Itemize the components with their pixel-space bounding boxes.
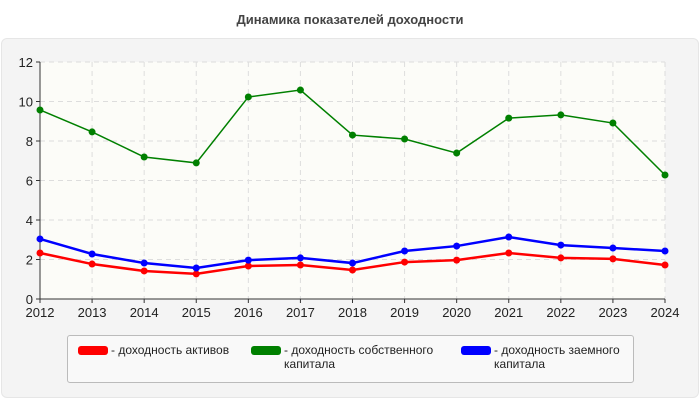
data-point	[349, 131, 356, 139]
y-tick-label: 8	[26, 134, 33, 149]
data-point	[88, 260, 96, 268]
data-point	[244, 262, 252, 270]
data-point	[453, 242, 461, 250]
legend-label: - доходность активов	[111, 343, 230, 357]
data-point	[244, 93, 252, 101]
data-point	[453, 256, 461, 264]
data-point	[557, 111, 565, 119]
y-tick-label: 10	[19, 95, 33, 110]
data-point	[296, 254, 304, 262]
data-point	[36, 235, 44, 243]
legend-swatch	[78, 346, 108, 355]
x-tick-label: 2020	[442, 305, 471, 320]
legend-swatch	[461, 346, 491, 355]
data-point	[505, 114, 513, 122]
data-point	[36, 106, 44, 114]
data-point	[192, 264, 200, 272]
y-tick-label: 2	[26, 253, 33, 268]
data-point	[661, 247, 669, 255]
data-point	[401, 247, 409, 255]
chart-title: Динамика показателей доходности	[236, 12, 464, 27]
data-point	[88, 128, 96, 136]
x-tick-label: 2016	[234, 305, 263, 320]
data-point	[453, 149, 461, 157]
data-point	[244, 256, 252, 264]
x-tick-label: 2014	[130, 305, 159, 320]
data-point	[505, 249, 513, 257]
legend: - доходность активов - доходность собств…	[67, 335, 634, 383]
legend-item-equity: - доходность собственного капитала	[251, 343, 454, 371]
data-point	[609, 119, 617, 127]
data-point	[557, 254, 565, 262]
y-tick-label: 4	[26, 213, 33, 228]
y-tick-label: 12	[19, 55, 33, 70]
data-point	[140, 267, 148, 275]
x-tick-label: 2018	[338, 305, 367, 320]
data-point	[661, 171, 669, 179]
legend-label: - доходность заемного капитала	[494, 343, 620, 371]
data-point	[349, 259, 356, 267]
x-tick-label: 2012	[26, 305, 55, 320]
data-point	[401, 258, 409, 266]
x-tick-label: 2021	[494, 305, 523, 320]
data-point	[661, 261, 669, 269]
legend-swatch	[251, 346, 281, 355]
data-point	[140, 153, 148, 161]
x-tick-label: 2019	[390, 305, 419, 320]
data-point	[88, 250, 96, 258]
x-tick-label: 2015	[182, 305, 211, 320]
x-tick-label: 2024	[651, 305, 680, 320]
data-point	[609, 244, 617, 252]
data-point	[505, 233, 513, 241]
x-tick-label: 2013	[78, 305, 107, 320]
data-point	[296, 261, 304, 269]
data-point	[349, 266, 356, 274]
x-tick-label: 2022	[546, 305, 575, 320]
legend-item-assets: - доходность активов	[78, 343, 251, 357]
data-point	[192, 270, 200, 278]
data-point	[36, 249, 44, 257]
y-tick-label: 6	[26, 174, 33, 189]
data-point	[557, 241, 565, 249]
legend-label: - доходность собственного капитала	[284, 343, 434, 371]
data-point	[609, 255, 617, 263]
x-tick-label: 2017	[286, 305, 315, 320]
x-tick-label: 2023	[598, 305, 627, 320]
data-point	[401, 135, 409, 143]
data-point	[296, 86, 304, 94]
data-point	[192, 159, 200, 167]
legend-item-debt: - доходность заемного капитала	[461, 343, 644, 371]
data-point	[140, 259, 148, 267]
y-tick-label: 0	[26, 292, 33, 307]
